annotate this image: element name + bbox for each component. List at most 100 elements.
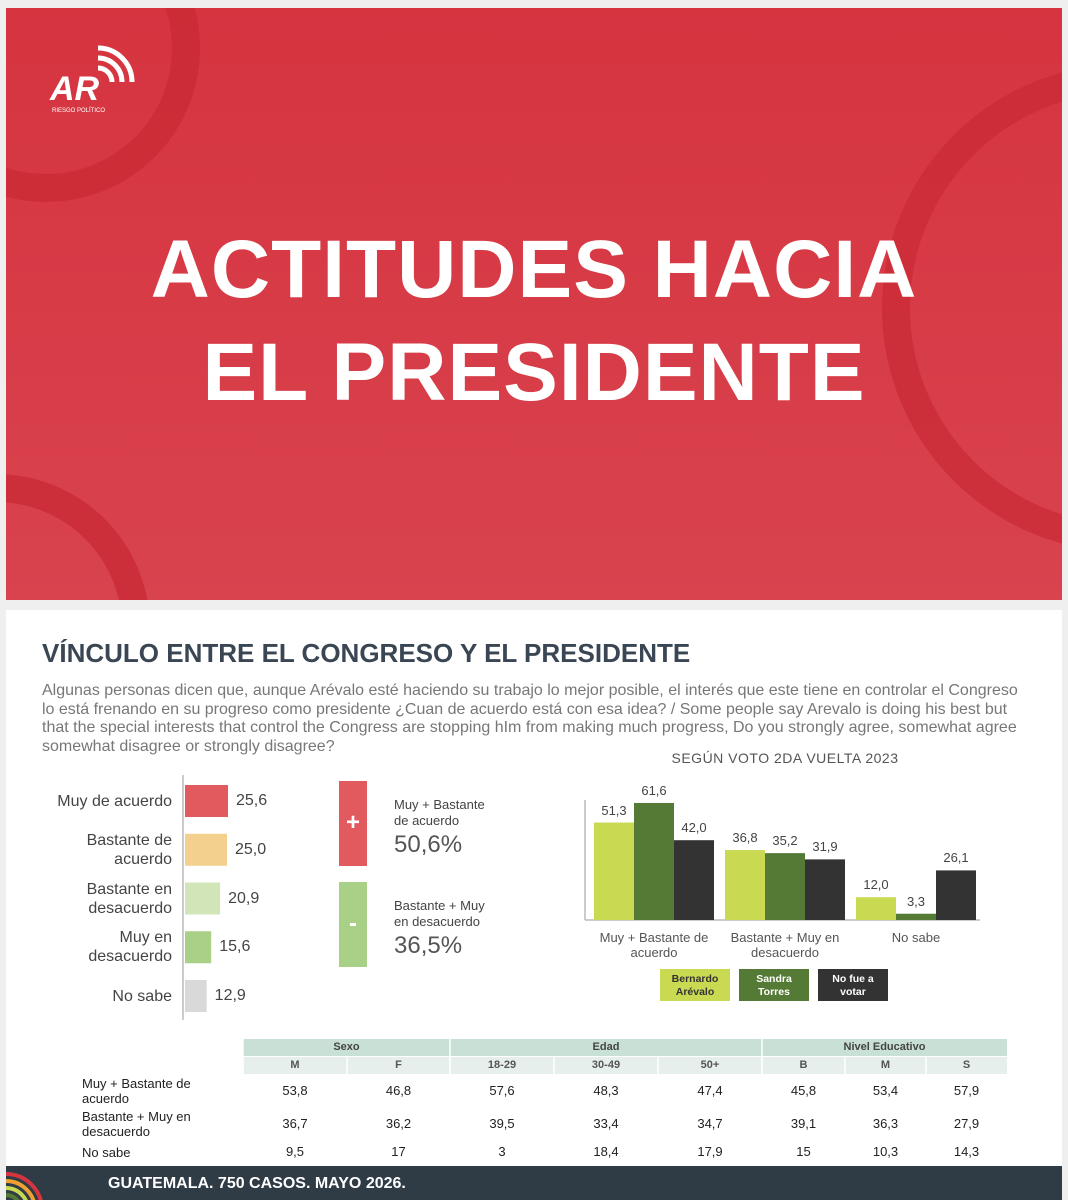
- x-tick-label: Bastante + Muy en desacuerdo: [730, 930, 840, 960]
- value-label: 15,6: [219, 938, 251, 956]
- value-label: 3,3: [906, 893, 926, 909]
- table-group-header: [243, 1039, 450, 1056]
- table-cell: 36,2: [385, 1116, 412, 1131]
- table-cell: 46,8: [385, 1083, 412, 1098]
- footer: GUATEMALA. 750 CASOS. MAYO 2026.: [6, 1166, 1062, 1200]
- summary-label: Muy + Bastante de acuerdo: [394, 797, 485, 828]
- bar: [594, 822, 634, 920]
- legend-swatch: [660, 969, 730, 1001]
- value-label: 61,6: [641, 782, 667, 798]
- value-label: 12,9: [214, 987, 246, 1004]
- table-cell: 3: [498, 1144, 506, 1159]
- table-column-label: 18-29: [487, 1059, 517, 1071]
- value-label: 42,0: [681, 820, 707, 836]
- value-label: 20,9: [228, 889, 260, 907]
- value-label: 35,2: [772, 833, 798, 849]
- table-cell: 18,4: [593, 1144, 619, 1159]
- x-tick-label: No sabe: [891, 930, 941, 945]
- table-column-label: 30-49: [591, 1059, 621, 1071]
- table-cell: 48,3: [593, 1083, 619, 1098]
- table-cell: 17: [391, 1144, 406, 1159]
- table-column-header: [347, 1057, 450, 1074]
- table-cell: 39,5: [489, 1116, 515, 1131]
- legend-label: No fue a votar: [832, 973, 874, 998]
- logo: AR: [50, 70, 100, 108]
- table-column-header: [658, 1057, 762, 1074]
- logo-subtitle: RIESGO POLÍTICO: [52, 108, 106, 114]
- table-cell: 47,4: [697, 1083, 723, 1098]
- category-label: No sabe: [112, 987, 172, 1005]
- banner-title: EL PRESIDENTE: [202, 327, 866, 418]
- table-cell: 39,1: [790, 1116, 817, 1131]
- legend-label: Sandra Torres: [756, 973, 792, 998]
- table-column-label: S: [962, 1059, 971, 1071]
- table-column-header: [762, 1057, 845, 1074]
- table-cell: 14,3: [953, 1144, 980, 1159]
- banner: AR RIESGO POLÍTICO ACTITUDES HACIA EL PR…: [6, 8, 1062, 600]
- category-label: Bastante en desacuerdo: [86, 880, 172, 917]
- table-row-label: No sabe: [82, 1144, 131, 1160]
- table-column-label: M: [880, 1059, 891, 1071]
- table-cell: 27,9: [953, 1116, 980, 1131]
- banner-title: ACTITUDES HACIA: [150, 224, 918, 315]
- category-label: Muy de acuerdo: [57, 792, 172, 810]
- table-cell: 33,4: [593, 1116, 619, 1131]
- bar: [185, 833, 227, 866]
- section-title: VÍNCULO ENTRE EL CONGRESO Y EL PRESIDENT…: [42, 638, 691, 668]
- table-cell: 36,3: [872, 1116, 899, 1131]
- value-label: 51,3: [601, 802, 627, 818]
- table-cell: 53,4: [872, 1083, 899, 1098]
- bar: [896, 913, 936, 920]
- bar: [725, 850, 765, 920]
- table-cell: 53,8: [282, 1083, 308, 1098]
- table-cell: 17,9: [697, 1144, 723, 1159]
- summary-box: [339, 781, 367, 866]
- legend-swatch: [818, 969, 888, 1001]
- table-group-label: Edad: [592, 1041, 620, 1053]
- bar: [805, 859, 845, 920]
- value-label: 26,1: [943, 850, 969, 866]
- table-cell: 36,7: [282, 1116, 308, 1131]
- question: Algunas personas dicen que, aunque Aréva…: [42, 682, 1018, 755]
- bar: [185, 931, 212, 964]
- table-group-label: Sexo: [333, 1041, 360, 1053]
- bar: [936, 870, 976, 920]
- summary-label: Bastante + Muy en desacuerdo: [394, 898, 485, 929]
- table-row-label: Bastante + Muy en desacuerdo: [82, 1109, 191, 1139]
- footer-text: GUATEMALA. 750 CASOS. MAYO 2026.: [108, 1175, 406, 1192]
- chart-title: SEGÚN VOTO 2DA VUELTA 2023: [671, 750, 899, 766]
- bar: [674, 840, 714, 920]
- summary-box: [339, 882, 367, 967]
- table-cell: 9,5: [285, 1144, 305, 1159]
- table-column-label: 50+: [700, 1059, 720, 1071]
- table-column-header: [243, 1057, 347, 1074]
- table-group-header: [762, 1039, 1007, 1056]
- category-label: Muy en desacuerdo: [88, 929, 172, 966]
- value-label: 36,8: [732, 830, 758, 846]
- value-label: 25,6: [236, 792, 268, 809]
- value-label: 12,0: [863, 877, 889, 893]
- table-column-label: B: [799, 1059, 808, 1071]
- table-cell: 45,8: [790, 1083, 817, 1098]
- x-tick-label: Muy + Bastante de acuerdo: [599, 930, 709, 960]
- bar: [765, 853, 805, 920]
- bar: [185, 980, 207, 1012]
- bar: [634, 802, 674, 920]
- legend-label: Bernardo Arévalo: [671, 973, 719, 998]
- table-column-header: [845, 1057, 926, 1074]
- table-cell: 34,7: [697, 1116, 723, 1131]
- table-column-header: [554, 1057, 658, 1074]
- table-row-label: Muy + Bastante de acuerdo: [82, 1076, 191, 1106]
- value-label: 31,9: [812, 839, 838, 855]
- table-column-header: [450, 1057, 554, 1074]
- value-label: 25,0: [235, 840, 267, 858]
- summary-value: 50,6%: [394, 831, 463, 858]
- bar: [856, 897, 896, 920]
- table-cell: 15: [796, 1144, 811, 1159]
- table-group-header: [450, 1039, 762, 1056]
- summary-value: 36,5%: [394, 932, 463, 959]
- table-column-header: [926, 1057, 1007, 1074]
- table-column-label: F: [395, 1059, 402, 1071]
